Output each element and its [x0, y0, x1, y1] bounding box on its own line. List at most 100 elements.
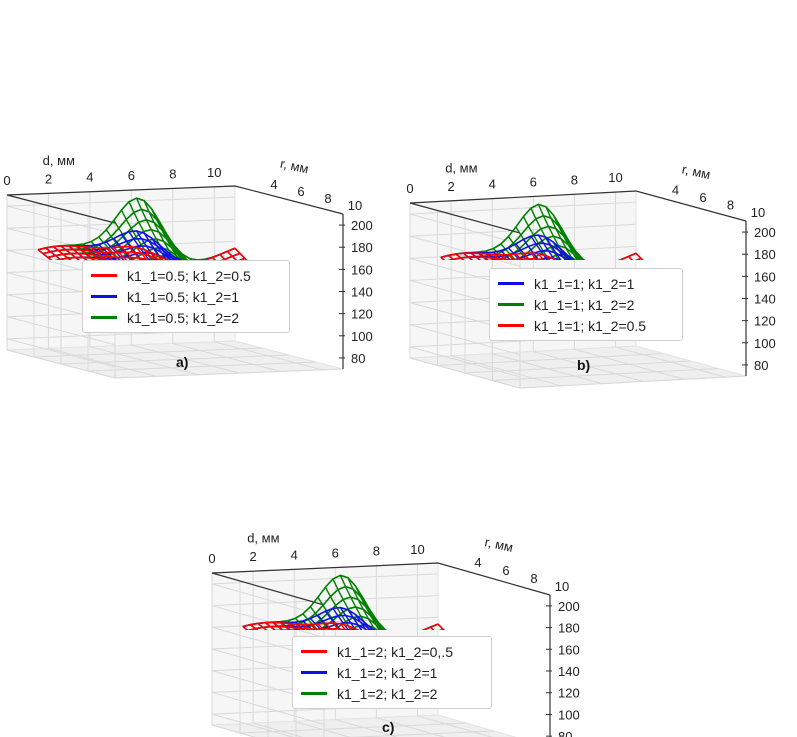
surface-wire: [54, 256, 113, 260]
y-tick-label: 10: [555, 579, 569, 594]
grid-line: [130, 190, 240, 374]
x-tick-label: 10: [410, 542, 424, 557]
z-tick-label: 180: [558, 621, 580, 636]
grid-line: [47, 193, 157, 377]
z-tick-label: 180: [754, 247, 776, 262]
legend-label: k1_1=1; k1_2=1: [534, 275, 635, 292]
floor-pane: [211, 714, 517, 737]
surface-wire: [537, 204, 568, 260]
legend-item: k1_1=2; k1_2=1: [301, 662, 481, 683]
y-tick-label: 8: [324, 191, 331, 206]
y-tick-label: 8: [727, 198, 734, 213]
surface-wire: [158, 220, 183, 260]
grid-line: [464, 218, 692, 374]
legend-line-swatch: [498, 282, 524, 285]
z-tick-label: 80: [558, 729, 572, 737]
grid-line: [416, 563, 494, 737]
z-tick-label: 200: [558, 599, 580, 614]
z-tick-label: 140: [351, 285, 373, 300]
surfaces: [440, 203, 644, 260]
surface-wire: [128, 231, 151, 260]
y-tick-label: 10: [751, 205, 765, 220]
z-tick-label: 140: [558, 664, 580, 679]
grid-line: [60, 209, 290, 365]
grid-line: [252, 571, 304, 737]
y-tick-label: 8: [530, 571, 537, 586]
x-tick-label: 6: [530, 174, 537, 189]
axis-line: [6, 185, 344, 224]
surface-wire: [324, 586, 353, 630]
y-tick-label: 6: [297, 184, 304, 199]
x-tick-label: 0: [406, 181, 413, 196]
legend-c: k1_1=2; k1_2=0,.5 k1_1=2; k1_2=1 k1_1=2;…: [292, 636, 492, 709]
surface-wire: [309, 606, 330, 630]
z-tick-label: 200: [351, 218, 373, 233]
grid-line: [211, 573, 439, 617]
legend-line-swatch: [91, 316, 117, 319]
chart-panel-c: 0 2 4 6 8 10 4 6 8 10 80 100 120 140 160 180 200 d, мм r, …: [200, 370, 600, 737]
surface-wire: [440, 252, 637, 260]
x-tick-label: 2: [249, 549, 256, 564]
grid-line: [211, 573, 256, 737]
x-tick-label: 6: [332, 546, 339, 561]
grid-line: [573, 194, 685, 380]
surface-wire: [545, 206, 574, 260]
z-tick-label: 120: [351, 307, 373, 322]
legend-item: k1_1=1; k1_2=0.5: [498, 315, 672, 336]
surface-wire: [347, 577, 376, 630]
legend-label: k1_1=0.5; k1_2=2: [127, 309, 240, 326]
surface-wire: [151, 208, 180, 260]
grid-line: [375, 565, 446, 737]
y-axis-label: r, мм: [279, 156, 310, 177]
surface-wire: [113, 238, 134, 260]
y-tick-label: 4: [672, 183, 679, 198]
legend-label: k1_1=2; k1_2=0,.5: [337, 643, 453, 660]
z-tick-label: 140: [754, 292, 776, 307]
legend-item: k1_1=0.5; k1_2=2: [91, 307, 279, 328]
x-tick-label: 4: [489, 177, 496, 192]
grid-line: [409, 203, 521, 389]
chart-panel-a: 0 2 4 6 8 10 4 6 8 10 80 100 120 140 160 180 200 d, мм r, …: [0, 0, 395, 379]
y-tick-label: 4: [270, 177, 277, 192]
x-tick-label: 4: [86, 170, 93, 185]
z-tick-label: 160: [351, 262, 373, 277]
surface-wire: [560, 226, 581, 260]
x-axis-label: d, мм: [445, 160, 477, 175]
surface-wire: [522, 216, 551, 260]
legend-label: k1_1=0.5; k1_2=0.5: [127, 267, 251, 284]
grid-line: [213, 186, 323, 371]
z-tick-label: 160: [754, 269, 776, 284]
chart-panel-b: 0 2 4 6 8 10 4 6 8 10 80 100 120 140 160 180 200 d, мм r, …: [402, 0, 797, 389]
legend-line-swatch: [301, 692, 327, 695]
legend-label: k1_1=1; k1_2=2: [534, 296, 635, 313]
x-axis-label: d, мм: [43, 153, 75, 168]
x-tick-label: 4: [291, 547, 298, 562]
surface-wire: [120, 209, 153, 260]
legend-label: k1_1=2; k1_2=2: [337, 685, 438, 702]
legend-item: k1_1=0.5; k1_2=0.5: [91, 265, 279, 286]
legend-label: k1_1=1; k1_2=0.5: [534, 317, 647, 334]
legend-line-swatch: [498, 303, 524, 306]
y-tick-label: 10: [348, 198, 362, 213]
surface-wire: [507, 236, 528, 260]
z-tick-label: 160: [558, 642, 580, 657]
z-tick-label: 100: [558, 707, 580, 722]
grid-line: [267, 589, 495, 737]
x-tick-label: 2: [45, 171, 52, 186]
surface-wire: [354, 585, 380, 630]
grid-line: [239, 581, 467, 734]
surfaces: [242, 574, 445, 630]
grid-line: [172, 188, 281, 372]
legend-b: k1_1=1; k1_2=1 k1_1=1; k1_2=2 k1_1=1; k1…: [489, 268, 683, 341]
axis-line: [211, 562, 551, 606]
axis-line: [409, 190, 747, 234]
grid-line: [614, 192, 726, 378]
surface-series: [242, 621, 445, 630]
x-tick-label: 8: [571, 172, 578, 187]
y-axis-label: r, мм: [681, 162, 712, 183]
y-axis-label: r, мм: [483, 534, 514, 555]
grid-line: [6, 196, 236, 235]
x-tick-label: 8: [169, 166, 176, 181]
surface-wire: [143, 200, 176, 260]
legend-line-swatch: [91, 295, 117, 298]
